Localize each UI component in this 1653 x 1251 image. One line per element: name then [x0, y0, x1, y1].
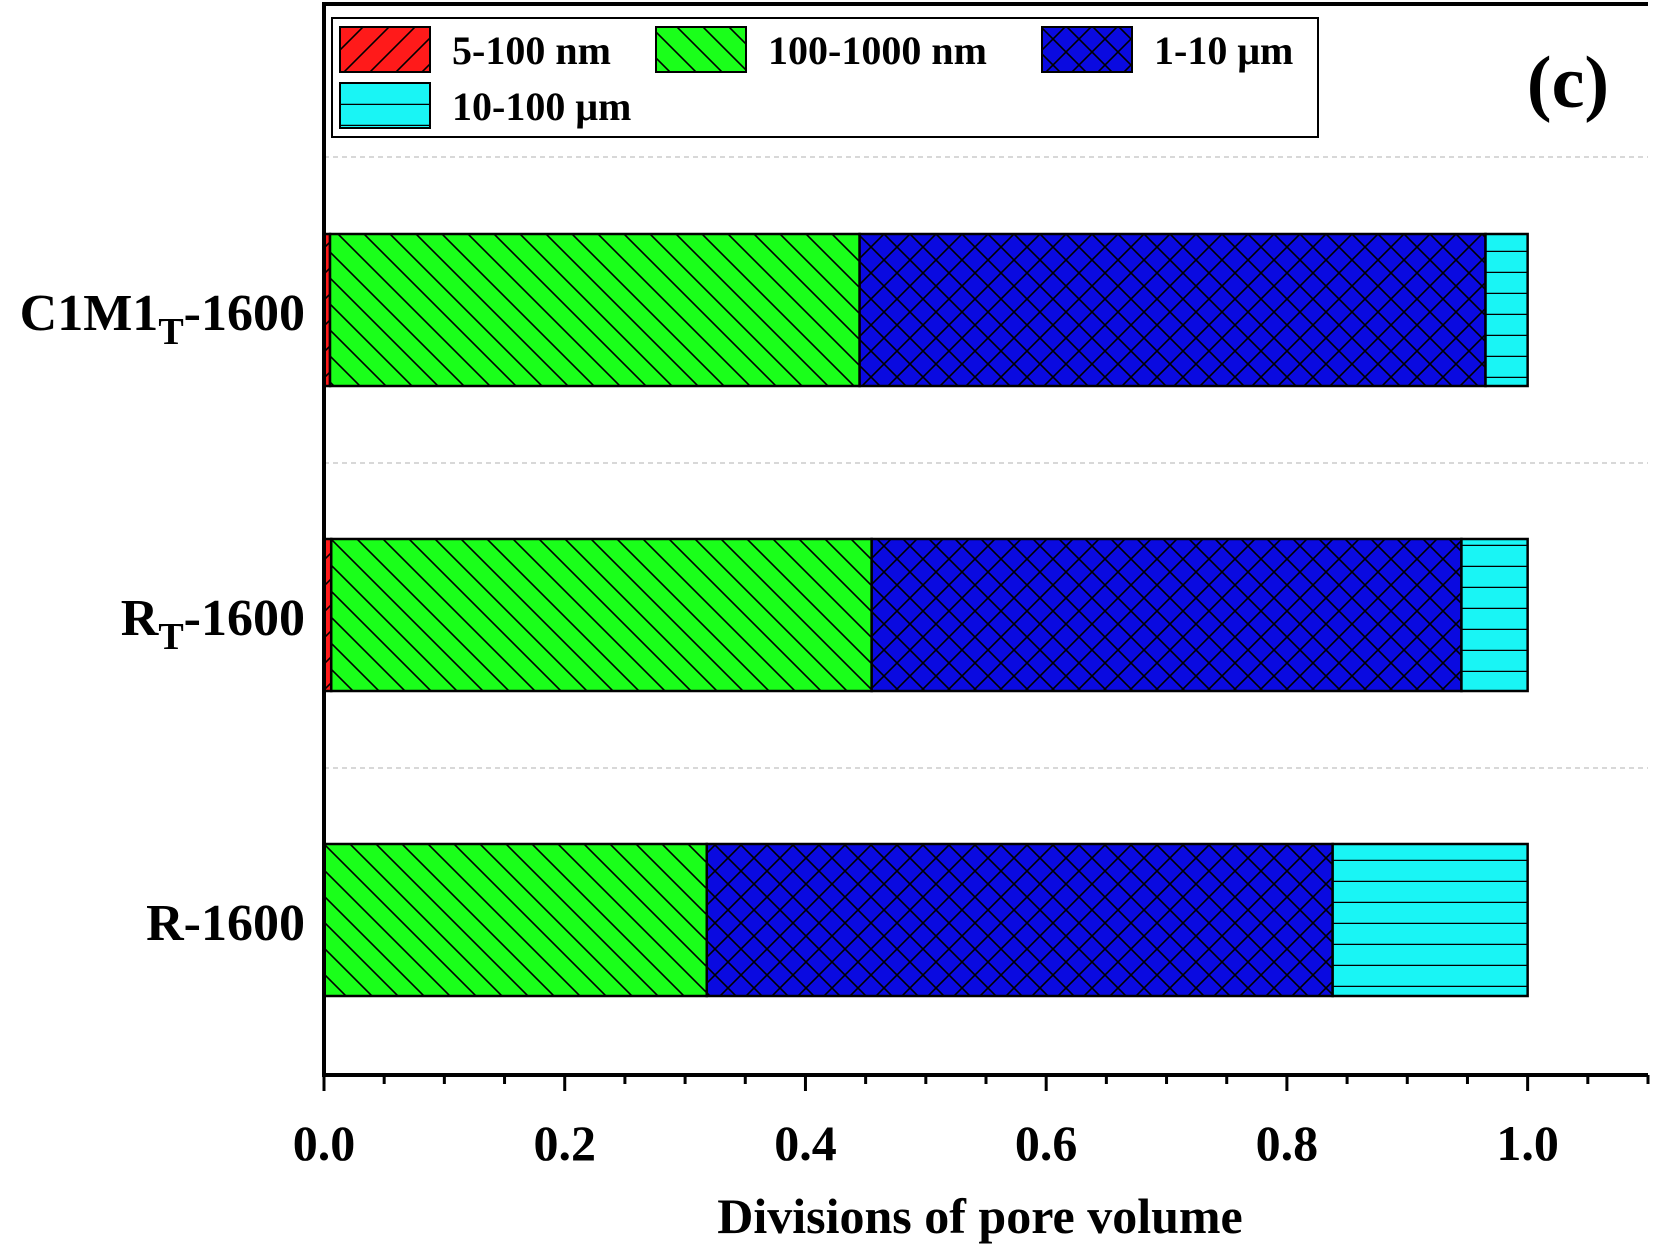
- y-category-label: RT-1600: [121, 590, 305, 658]
- bar-segment-2-1: [322, 842, 709, 998]
- x-tick-label: 0.0: [293, 1115, 356, 1171]
- legend-swatch: [339, 26, 431, 73]
- legend-swatch: [655, 26, 747, 73]
- bar-segment-2-2: [705, 842, 1334, 998]
- bar-segment-0-2: [858, 232, 1487, 388]
- bar-segment-1-2: [870, 537, 1463, 693]
- legend-swatch: [339, 82, 431, 129]
- bars: [322, 232, 1529, 998]
- legend-box: [331, 17, 1319, 138]
- legend-label: 100-1000 nm: [768, 28, 987, 73]
- grid-lines: [324, 156, 1648, 769]
- bar-segment-0-3: [1484, 232, 1529, 388]
- x-tick-label: 0.6: [1015, 1115, 1078, 1171]
- legend-label: 1-10 μm: [1154, 28, 1293, 73]
- bar-segment-1-3: [1460, 537, 1529, 693]
- axes: [322, 2, 1650, 1091]
- bar-segment-2-3: [1331, 842, 1529, 998]
- x-axis-title: Divisions of pore volume: [717, 1188, 1243, 1244]
- x-tick-label: 0.4: [774, 1115, 837, 1171]
- x-tick-label: 0.8: [1256, 1115, 1319, 1171]
- bar-segment-0-1: [328, 232, 861, 388]
- panel-label: (c): [1527, 42, 1609, 124]
- legend-swatch: [1041, 26, 1133, 73]
- y-category-label: R-1600: [146, 895, 305, 952]
- legend-label: 5-100 nm: [452, 28, 611, 73]
- legend: 5-100 nm 100-1000 nm 1-10 μm 10-100 μm: [331, 17, 1319, 138]
- axis-labels: 0.0 0.2 0.4 0.6 0.8 1.0 C1M1T-1600 RT-1600 R-160…: [20, 285, 1559, 1171]
- y-category-label: C1M1T-1600: [20, 285, 305, 353]
- bar-segment-1-1: [329, 537, 873, 693]
- legend-label: 10-100 μm: [452, 84, 631, 129]
- x-tick-label: 1.0: [1496, 1115, 1559, 1171]
- x-tick-label: 0.2: [533, 1115, 596, 1171]
